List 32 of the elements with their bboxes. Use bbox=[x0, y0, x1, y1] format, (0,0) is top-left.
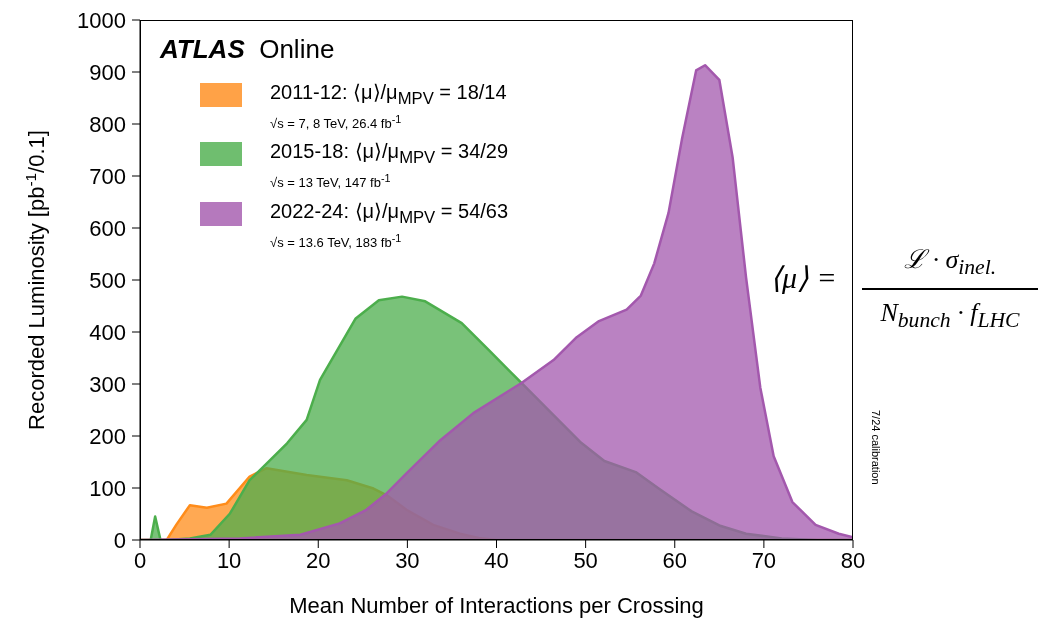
x-tick-label: 0 bbox=[133, 547, 147, 573]
x-axis-title: Mean Number of Interactions per Crossing bbox=[289, 593, 704, 618]
y-tick-label: 100 bbox=[89, 475, 126, 501]
y-tick-label: 300 bbox=[89, 371, 126, 397]
text: N$_{bunch}$ · f$_{LHC}$ bbox=[880, 298, 1020, 333]
y-tick-label: 900 bbox=[89, 59, 126, 85]
x-tick-label: 20 bbox=[306, 547, 331, 573]
legend-label: 2011-12: ⟨μ⟩/μ$_{MPV}$ = 18/14 bbox=[270, 80, 507, 109]
y-tick-label: 600 bbox=[89, 215, 126, 241]
annotation: √s = 13.6 TeV, 183 fb$^{-1}$ bbox=[270, 231, 403, 250]
y-tick-label: 500 bbox=[89, 267, 126, 293]
x-tick-label: 70 bbox=[751, 547, 777, 573]
y-tick-label: 700 bbox=[89, 163, 126, 189]
annotation: ⟨μ⟩ = bbox=[770, 261, 837, 294]
annotation: √s = 13 TeV, 147 fb$^{-1}$ bbox=[270, 172, 392, 191]
y-tick-label: 1000 bbox=[77, 7, 126, 33]
legend-label: 2022-24: ⟨μ⟩/μ$_{MPV}$ = 54/63 bbox=[270, 198, 509, 228]
text: ℒ · σ$_{inel.}$ bbox=[903, 245, 997, 280]
x-tick-label: 40 bbox=[484, 547, 509, 573]
text: 7/24 calibration bbox=[870, 410, 882, 485]
x-tick-label: 30 bbox=[395, 547, 420, 573]
x-tick-label: 60 bbox=[662, 547, 687, 573]
annotation: √s = 7, 8 TeV, 26.4 fb$^{-1}$ bbox=[270, 113, 403, 132]
y-tick-label: 400 bbox=[89, 319, 126, 345]
y-tick-label: 200 bbox=[89, 423, 126, 449]
x-tick-label: 80 bbox=[840, 547, 866, 573]
text: ATLAS Online bbox=[160, 34, 335, 65]
y-tick-label: 0 bbox=[113, 527, 126, 553]
x-tick-label: 10 bbox=[216, 547, 242, 573]
x-tick-label: 50 bbox=[573, 547, 598, 573]
y-tick-label: 800 bbox=[89, 111, 126, 137]
legend-label: 2015-18: ⟨μ⟩/μ$_{MPV}$ = 34/29 bbox=[270, 139, 509, 169]
